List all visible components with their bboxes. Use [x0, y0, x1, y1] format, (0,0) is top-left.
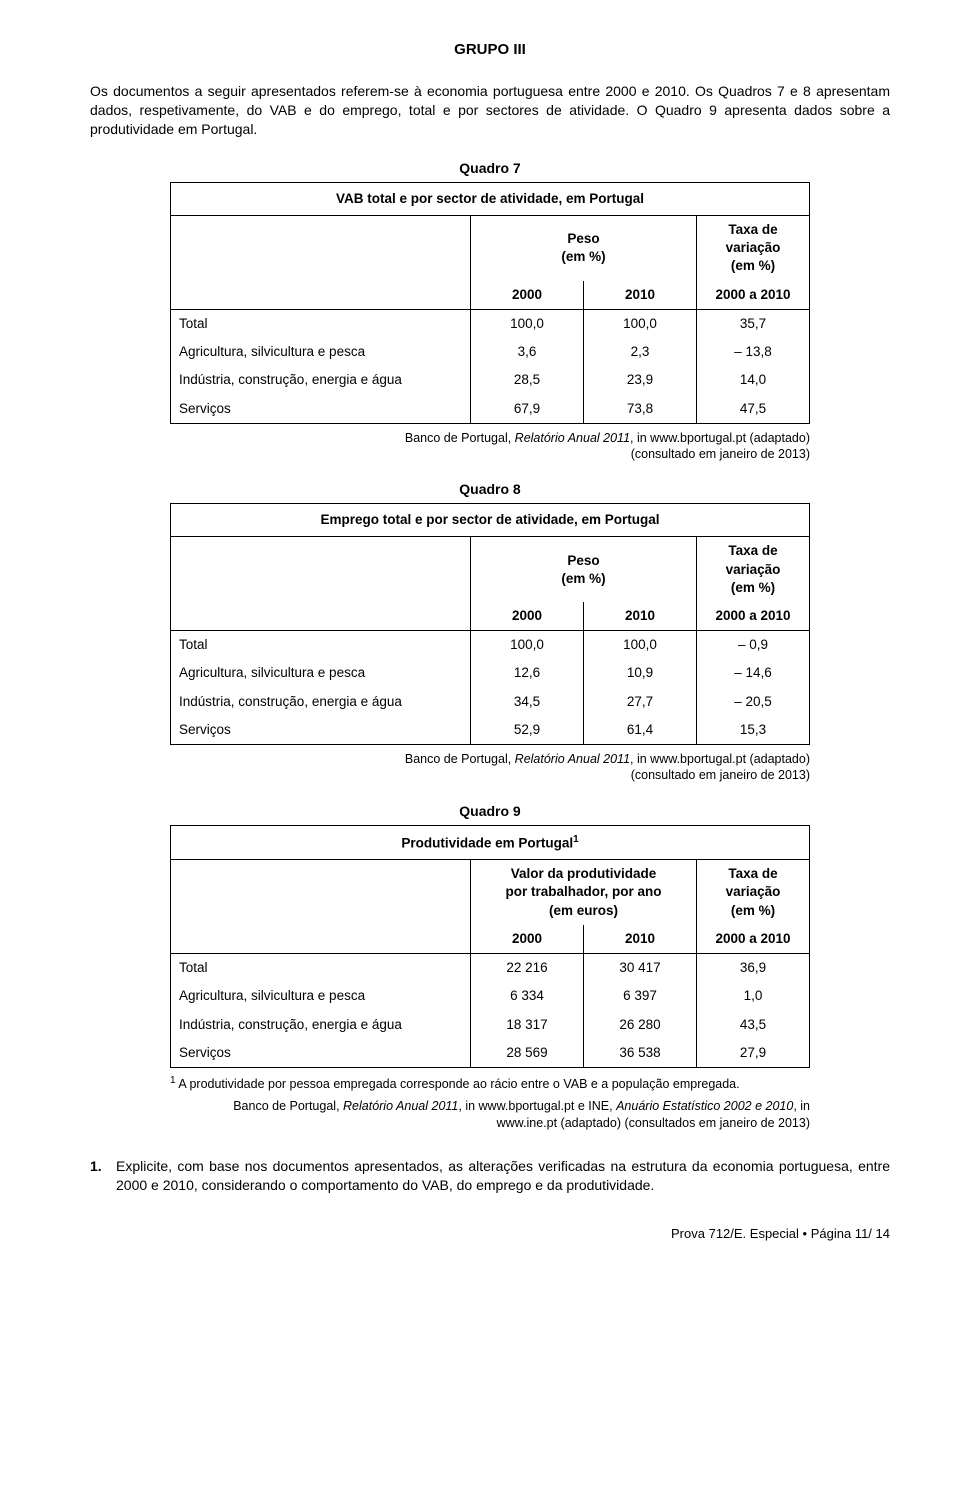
- table-row: Serviços67,973,847,5: [171, 395, 810, 424]
- table-row: Indústria, construção, energia e água28,…: [171, 366, 810, 394]
- q9-col-peso: Valor da produtividade por trabalhador, …: [471, 860, 697, 925]
- q9-h-2010: 2010: [584, 925, 697, 954]
- q9-h-range: 2000 a 2010: [697, 925, 810, 954]
- q8-caption: Quadro 8: [90, 480, 890, 499]
- q9-title: Produtividade em Portugal1: [171, 825, 810, 860]
- q7-table: VAB total e por sector de atividade, em …: [170, 182, 810, 424]
- q8-h-2010: 2010: [584, 602, 697, 631]
- group-title: GRUPO III: [90, 40, 890, 60]
- question-1: 1. Explicite, com base nos documentos ap…: [90, 1157, 890, 1195]
- q7-source: Banco de Portugal, Relatório Anual 2011,…: [170, 430, 810, 463]
- q8-table: Emprego total e por sector de atividade,…: [170, 503, 810, 745]
- q9-caption: Quadro 9: [90, 802, 890, 821]
- q9-footnote: 1 A produtividade por pessoa empregada c…: [170, 1074, 810, 1092]
- page-footer: Prova 712/E. Especial • Página 11/ 14: [90, 1225, 890, 1243]
- q9-h-2000: 2000: [471, 925, 584, 954]
- table-row: Agricultura, silvicultura e pesca3,62,3–…: [171, 338, 810, 366]
- q7-h-2000: 2000: [471, 281, 584, 310]
- q8-source: Banco de Portugal, Relatório Anual 2011,…: [170, 751, 810, 784]
- q8-title: Emprego total e por sector de atividade,…: [171, 504, 810, 537]
- table-row: Total100,0100,035,7: [171, 309, 810, 338]
- question-text: Explicite, com base nos documentos apres…: [116, 1157, 890, 1195]
- q9-table: Produtividade em Portugal1 Valor da prod…: [170, 825, 810, 1068]
- q7-col-peso: Peso (em %): [471, 216, 697, 281]
- table-row: Indústria, construção, energia e água18 …: [171, 1011, 810, 1039]
- q7-title: VAB total e por sector de atividade, em …: [171, 182, 810, 215]
- question-number: 1.: [90, 1157, 116, 1195]
- q7-caption: Quadro 7: [90, 159, 890, 178]
- table-row: Total22 21630 41736,9: [171, 954, 810, 983]
- table-row: Agricultura, silvicultura e pesca6 3346 …: [171, 982, 810, 1010]
- q8-col-peso: Peso (em %): [471, 537, 697, 602]
- q7-h-2010: 2010: [584, 281, 697, 310]
- q9-col-var: Taxa de variação (em %): [697, 860, 810, 925]
- table-row: Indústria, construção, energia e água34,…: [171, 688, 810, 716]
- q7-h-range: 2000 a 2010: [697, 281, 810, 310]
- table-row: Serviços28 56936 53827,9: [171, 1039, 810, 1068]
- table-row: Total100,0100,0– 0,9: [171, 631, 810, 660]
- table-row: Serviços52,961,415,3: [171, 716, 810, 745]
- q8-h-2000: 2000: [471, 602, 584, 631]
- table-row: Agricultura, silvicultura e pesca12,610,…: [171, 659, 810, 687]
- q8-col-var: Taxa de variação (em %): [697, 537, 810, 602]
- intro-paragraph: Os documentos a seguir apresentados refe…: [90, 82, 890, 139]
- q7-col-var: Taxa de variação (em %): [697, 216, 810, 281]
- q8-h-range: 2000 a 2010: [697, 602, 810, 631]
- q9-source: Banco de Portugal, Relatório Anual 2011,…: [170, 1098, 810, 1131]
